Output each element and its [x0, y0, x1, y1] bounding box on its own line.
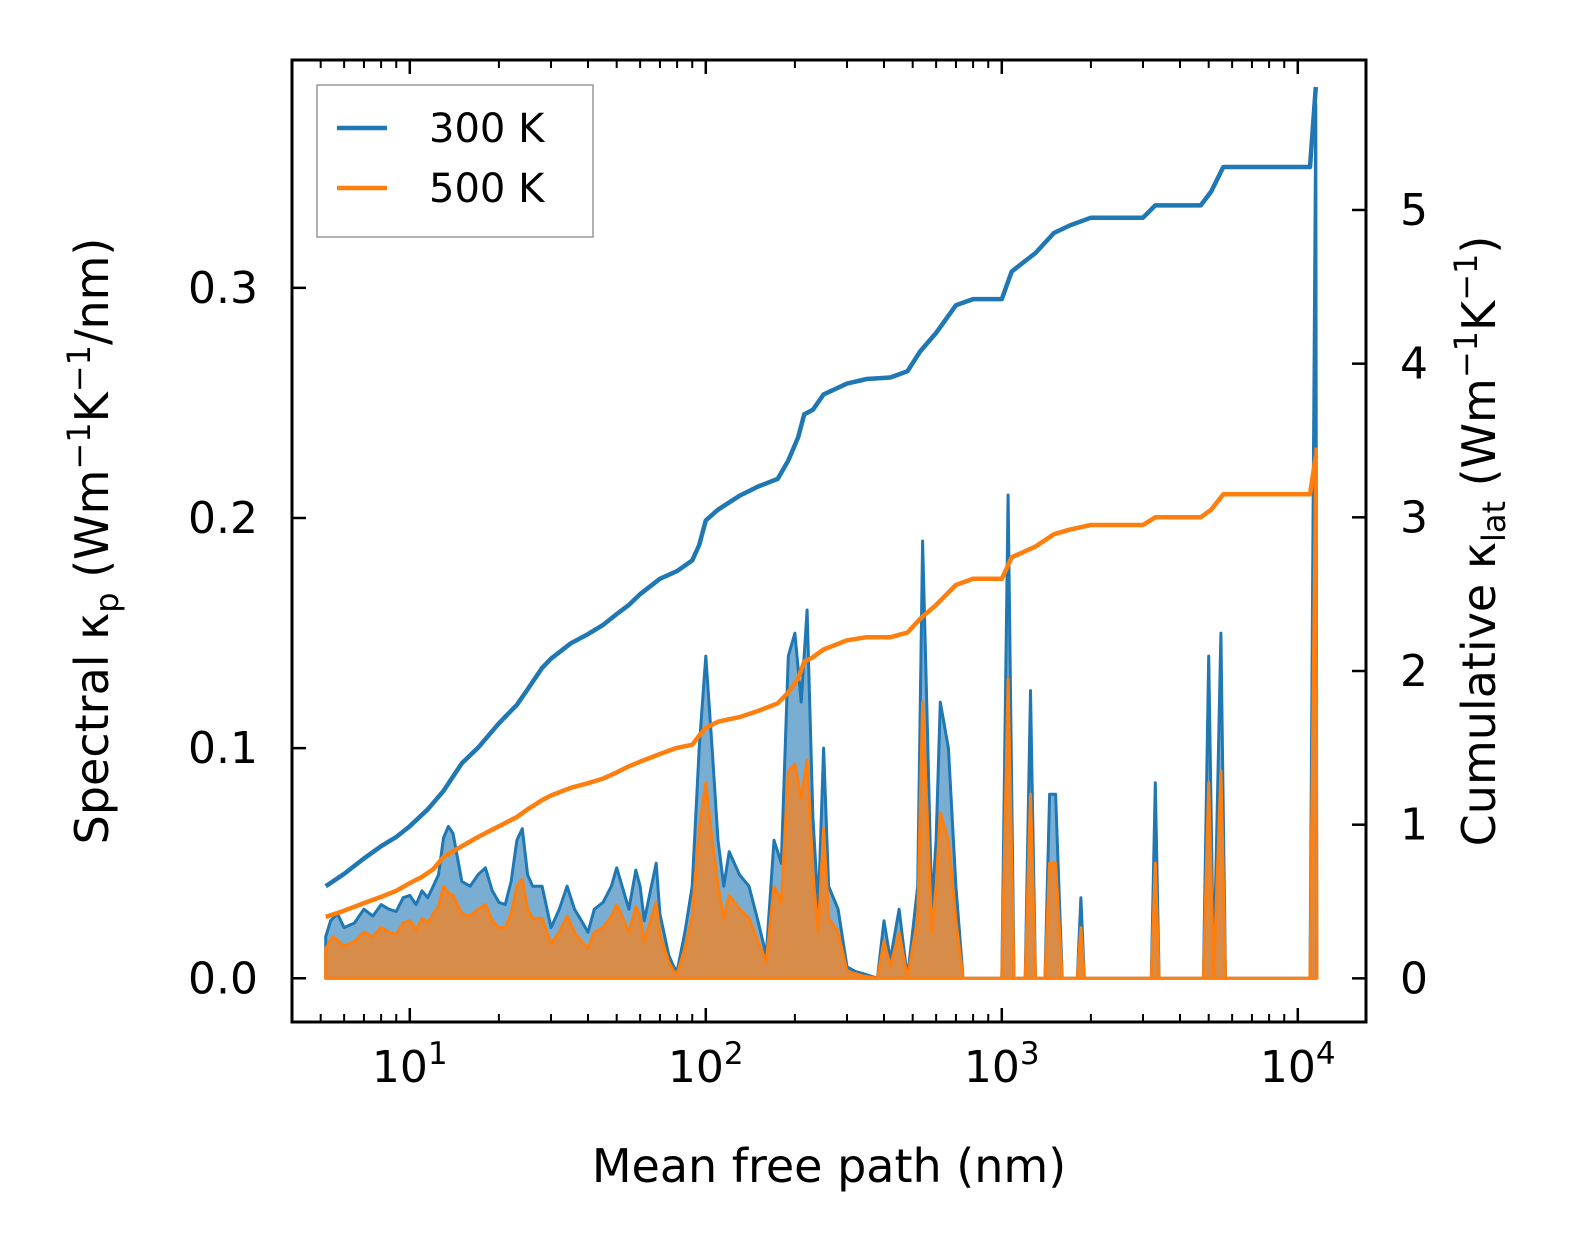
x-tick-base: 10: [1260, 1042, 1316, 1093]
y-left-sub: p: [88, 592, 126, 612]
y-left-end: /nm): [65, 238, 119, 345]
x-tick-exponent: 2: [724, 1036, 744, 1072]
x-tick-label: 101: [372, 1036, 448, 1093]
y-right-tick-label: 2: [1400, 646, 1428, 697]
y-right-tick-label: 0: [1400, 953, 1428, 1004]
y-right-end: ): [1452, 236, 1506, 254]
x-axis-title: Mean free path (nm): [592, 1139, 1066, 1193]
x-tick-label: 103: [964, 1036, 1040, 1093]
y-left-pre: Spectral κ: [65, 613, 119, 845]
x-tick-label: 104: [1260, 1036, 1336, 1093]
y-left-tick-label: 0.0: [188, 953, 258, 1004]
y-right-tick-label: 4: [1400, 339, 1428, 390]
x-tick-base: 10: [964, 1042, 1020, 1093]
y-right-mid: K: [1452, 299, 1506, 331]
y-left-tick-label: 0.3: [188, 263, 258, 314]
legend-label-500k: 500 K: [429, 166, 546, 212]
x-tick-exponent: 1: [428, 1036, 448, 1072]
y-left-mid: K: [65, 390, 119, 422]
y-right-tick-label: 1: [1400, 800, 1428, 851]
y-left-tick-label: 0.2: [188, 493, 258, 544]
y-axis-title-left: Spectral κp (Wm−1K−1/nm): [60, 238, 126, 845]
x-tick-base: 10: [668, 1042, 724, 1093]
y-right-sup1: −1: [1447, 331, 1485, 378]
x-tick-exponent: 3: [1020, 1036, 1040, 1072]
y-axis-title-right: Cumulative κlat (Wm−1K−1): [1447, 236, 1513, 847]
cumulative-line-500k: [324, 455, 1319, 920]
cumulative-line-300k: [324, 86, 1319, 889]
plot-area: [324, 86, 1319, 980]
plot-frame: [290, 58, 1368, 1024]
y-right-tick-label: 3: [1400, 492, 1428, 543]
x-tick-base: 10: [372, 1042, 428, 1093]
y-right-sup2: −1: [1447, 254, 1485, 301]
legend: 300 K 500 K: [316, 84, 594, 238]
legend-label-300k: 300 K: [429, 106, 546, 152]
spectral-area-500k: [324, 447, 1319, 980]
y-right-tick-label: 5: [1400, 185, 1428, 236]
y-left-tick-label: 0.1: [188, 723, 258, 774]
y-left-post: (Wm: [65, 470, 119, 593]
y-right-post: (Wm: [1452, 378, 1506, 501]
x-tick-label: 102: [668, 1036, 744, 1093]
y-right-pre: Cumulative κ: [1452, 542, 1506, 846]
y-left-sup2: −1: [60, 345, 98, 392]
legend-frame: [316, 84, 594, 238]
x-tick-exponent: 4: [1316, 1036, 1336, 1072]
y-right-sub: lat: [1475, 501, 1513, 542]
y-left-sup1: −1: [60, 422, 98, 469]
